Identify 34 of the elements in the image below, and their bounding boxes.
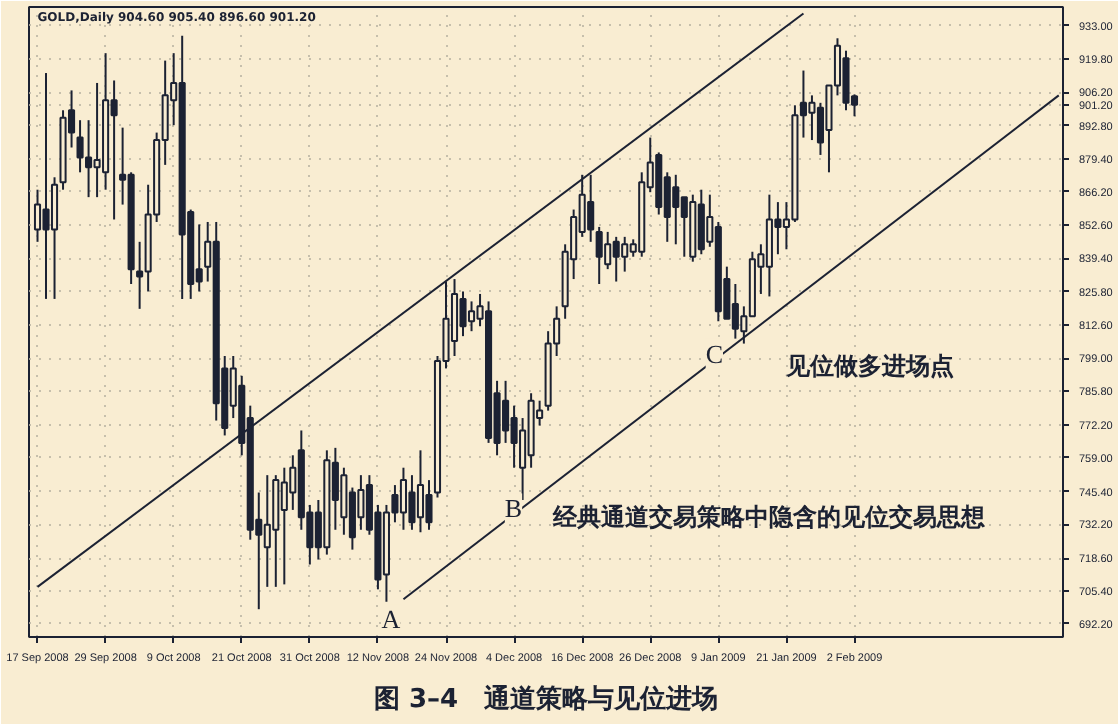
- annotation: C: [705, 338, 724, 369]
- annotation: B: [504, 493, 523, 524]
- candlestick: [765, 193, 773, 298]
- candlestick: [808, 94, 816, 142]
- candlestick: [340, 466, 348, 536]
- candlestick: [595, 225, 603, 286]
- candlestick: [93, 81, 101, 199]
- candlestick: [416, 449, 425, 534]
- candlestick: [587, 173, 595, 243]
- candlestick: [697, 188, 705, 256]
- candlestick: [357, 474, 365, 531]
- candlestick: [85, 119, 93, 199]
- candlestick: [289, 454, 297, 511]
- candlestick: [399, 466, 408, 531]
- candlestick: [42, 72, 50, 300]
- candlestick: [110, 79, 118, 221]
- candlestick: [502, 379, 510, 444]
- text: 图 3–4 通道策略与见位进场: [373, 683, 719, 715]
- annotation: A: [381, 604, 402, 635]
- candlestick: [459, 290, 467, 338]
- candlestick: [280, 466, 288, 586]
- candlestick: [467, 300, 476, 333]
- candlestick: [731, 283, 739, 340]
- candlestick: [842, 49, 850, 112]
- candlestick: [621, 235, 629, 273]
- candlestick: [76, 119, 84, 174]
- candlestick: [510, 404, 518, 469]
- candlestick: [263, 474, 271, 588]
- annotation: 经典通道交易策略中隐含的见位交易思想: [551, 503, 988, 532]
- candlestick: [450, 278, 459, 358]
- annotation: 见位做多进场点: [784, 351, 955, 380]
- candlestick: [672, 173, 680, 246]
- candlestick: [604, 230, 612, 271]
- candlestick: [612, 235, 620, 283]
